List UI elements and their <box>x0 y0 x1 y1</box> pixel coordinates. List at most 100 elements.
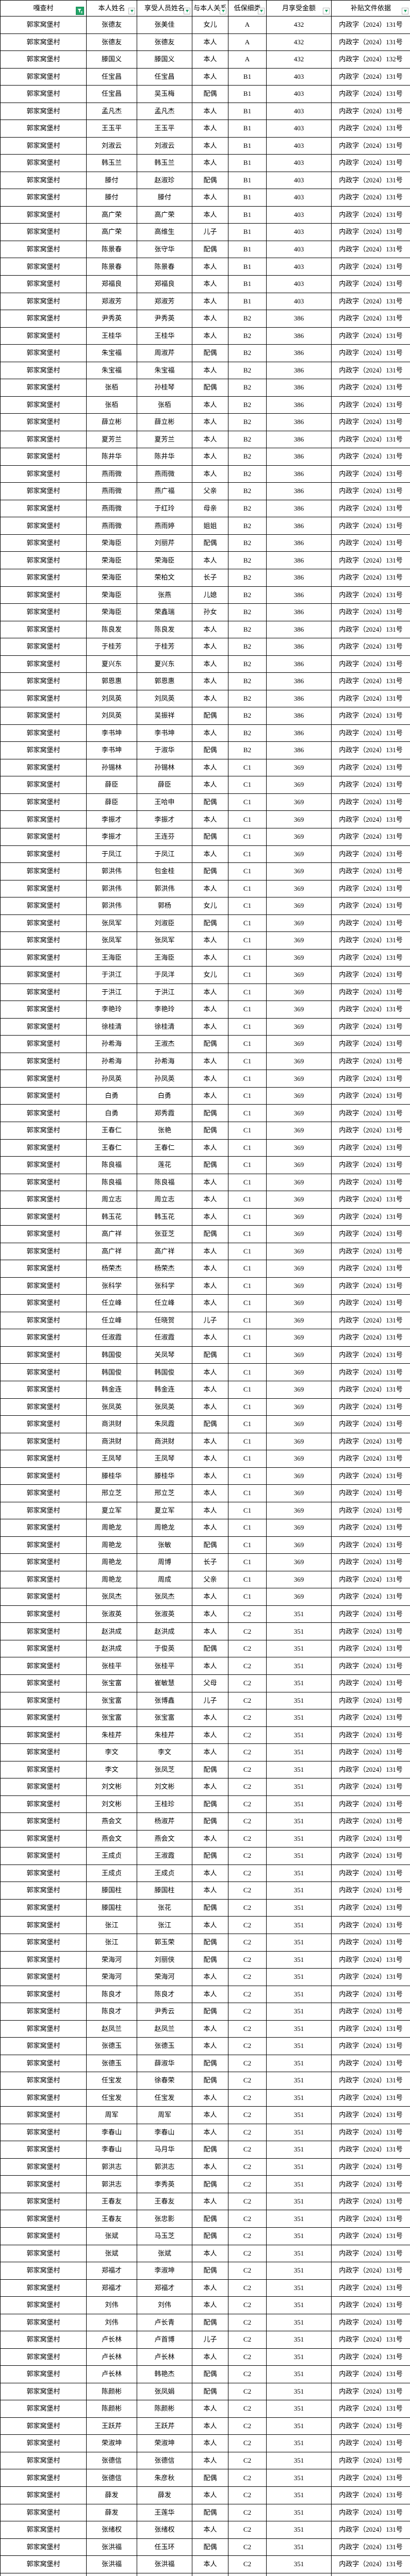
cell-amount[interactable]: 386 <box>266 707 332 725</box>
cell-village[interactable]: 郭家窝堡村 <box>0 776 87 794</box>
cell-document[interactable]: 内政字（2024）131号 <box>331 862 410 880</box>
cell-person-name[interactable]: 孟凡杰 <box>86 102 137 121</box>
cell-beneficiary-name[interactable]: 张德友 <box>137 33 192 52</box>
cell-document[interactable]: 内政字（2024）131号 <box>331 1778 410 1796</box>
cell-document[interactable]: 内政字（2024）131号 <box>331 551 410 569</box>
cell-relation[interactable]: 配偶 <box>192 1225 228 1243</box>
cell-beneficiary-name[interactable]: 刘丽芹 <box>137 534 192 552</box>
cell-relation[interactable]: 本人 <box>192 551 228 569</box>
cell-relation[interactable]: 本人 <box>192 206 228 224</box>
cell-relation[interactable]: 配偶 <box>192 1795 228 1814</box>
cell-amount[interactable]: 369 <box>266 1087 332 1105</box>
cell-person-name[interactable]: 郑福才 <box>86 2262 137 2280</box>
cell-relation[interactable]: 本人 <box>192 2348 228 2366</box>
cell-subsidy-class[interactable]: C1 <box>228 845 267 863</box>
cell-subsidy-class[interactable]: C2 <box>228 2400 267 2418</box>
cell-amount[interactable]: 351 <box>266 2106 332 2124</box>
cell-document[interactable]: 内政字（2024）131号 <box>331 1812 410 1831</box>
cell-person-name[interactable]: 陈景春 <box>86 258 137 276</box>
cell-beneficiary-name[interactable]: 任淑霞 <box>137 1329 192 1347</box>
cell-person-name[interactable]: 孙锡林 <box>86 758 137 777</box>
cell-village[interactable]: 郭家窝堡村 <box>0 2141 87 2159</box>
cell-subsidy-class[interactable]: C2 <box>228 1760 267 1779</box>
cell-relation[interactable]: 本人 <box>192 1052 228 1071</box>
cell-amount[interactable]: 369 <box>266 1346 332 1364</box>
cell-beneficiary-name[interactable]: 李春山 <box>137 2123 192 2142</box>
cell-document[interactable]: 内政字（2024）131号 <box>331 1484 410 1502</box>
cell-document[interactable]: 内政字（2024）131号 <box>331 448 410 466</box>
cell-document[interactable]: 内政字（2024）131号 <box>331 85 410 103</box>
cell-amount[interactable]: 432 <box>266 33 332 52</box>
cell-amount[interactable]: 403 <box>266 206 332 224</box>
cell-subsidy-class[interactable]: C1 <box>228 1432 267 1451</box>
cell-person-name[interactable]: 王春仁 <box>86 1139 137 1157</box>
cell-beneficiary-name[interactable]: 王连芬 <box>137 827 192 846</box>
cell-document[interactable]: 内政字（2024）131号 <box>331 2141 410 2159</box>
cell-relation[interactable]: 本人 <box>192 33 228 52</box>
cell-beneficiary-name[interactable]: 王跃芹 <box>137 2417 192 2435</box>
cell-beneficiary-name[interactable]: 张守华 <box>137 240 192 259</box>
cell-beneficiary-name[interactable]: 张凤娟 <box>137 2382 192 2401</box>
cell-village[interactable]: 郭家窝堡村 <box>0 1380 87 1399</box>
cell-subsidy-class[interactable]: B1 <box>228 258 267 276</box>
cell-document[interactable]: 内政字（2024）131号 <box>331 1916 410 1934</box>
cell-village[interactable]: 郭家窝堡村 <box>0 1070 87 1088</box>
cell-village[interactable]: 郭家窝堡村 <box>0 1052 87 1071</box>
cell-amount[interactable]: 351 <box>266 1743 332 1761</box>
cell-amount[interactable]: 386 <box>266 327 332 345</box>
cell-amount[interactable]: 351 <box>266 2054 332 2073</box>
cell-amount[interactable]: 369 <box>266 1553 332 1571</box>
cell-village[interactable]: 郭家窝堡村 <box>0 2192 87 2211</box>
cell-amount[interactable]: 351 <box>266 2348 332 2366</box>
filter-dropdown-button[interactable] <box>402 8 408 14</box>
cell-amount[interactable]: 351 <box>266 1899 332 1917</box>
cell-village[interactable]: 郭家窝堡村 <box>0 1605 87 1623</box>
cell-subsidy-class[interactable]: C2 <box>228 1691 267 1710</box>
cell-relation[interactable]: 本人 <box>192 1778 228 1796</box>
cell-relation[interactable]: 父亲 <box>192 482 228 500</box>
cell-person-name[interactable]: 张栢 <box>86 396 137 414</box>
cell-subsidy-class[interactable]: C1 <box>228 879 267 898</box>
cell-relation[interactable]: 本人 <box>192 1709 228 1727</box>
cell-subsidy-class[interactable]: C1 <box>228 1363 267 1381</box>
cell-document[interactable]: 内政字（2024）131号 <box>331 1242 410 1261</box>
cell-relation[interactable]: 配偶 <box>192 2227 228 2245</box>
cell-village[interactable]: 郭家窝堡村 <box>0 171 87 190</box>
cell-subsidy-class[interactable]: B2 <box>228 672 267 690</box>
cell-document[interactable]: 内政字（2024）131号 <box>331 1968 410 1986</box>
cell-document[interactable]: 内政字（2024）131号 <box>331 724 410 742</box>
cell-subsidy-class[interactable]: C2 <box>228 1674 267 1692</box>
cell-beneficiary-name[interactable]: 赵凤兰 <box>137 2020 192 2038</box>
cell-relation[interactable]: 本人 <box>192 810 228 828</box>
cell-beneficiary-name[interactable]: 张桂平 <box>137 1657 192 1675</box>
cell-subsidy-class[interactable]: C1 <box>228 1536 267 1554</box>
cell-amount[interactable]: 369 <box>266 1173 332 1192</box>
cell-beneficiary-name[interactable]: 孙桂琴 <box>137 379 192 397</box>
cell-village[interactable]: 郭家窝堡村 <box>0 1467 87 1485</box>
cell-document[interactable]: 内政字（2024）131号 <box>331 120 410 138</box>
cell-amount[interactable]: 369 <box>266 1122 332 1140</box>
cell-village[interactable]: 郭家窝堡村 <box>0 2227 87 2245</box>
cell-amount[interactable]: 386 <box>266 569 332 587</box>
cell-subsidy-class[interactable]: C2 <box>228 1743 267 1761</box>
cell-amount[interactable]: 369 <box>266 810 332 828</box>
cell-subsidy-class[interactable]: B2 <box>228 413 267 431</box>
cell-amount[interactable]: 386 <box>266 741 332 759</box>
cell-document[interactable]: 内政字（2024）131号 <box>331 499 410 518</box>
cell-document[interactable]: 内政字（2024）131号 <box>331 2400 410 2418</box>
cell-relation[interactable]: 配偶 <box>192 85 228 103</box>
cell-person-name[interactable]: 任淑霞 <box>86 1329 137 1347</box>
cell-person-name[interactable]: 燕雨微 <box>86 465 137 483</box>
cell-beneficiary-name[interactable]: 朱彦秋 <box>137 2469 192 2487</box>
cell-village[interactable]: 郭家窝堡村 <box>0 758 87 777</box>
cell-amount[interactable]: 369 <box>266 1311 332 1330</box>
cell-beneficiary-name[interactable]: 荣海河 <box>137 1968 192 1986</box>
cell-subsidy-class[interactable]: C2 <box>228 1899 267 1917</box>
cell-beneficiary-name[interactable]: 莲花 <box>137 1156 192 1174</box>
cell-document[interactable]: 内政字（2024）131号 <box>331 2521 410 2539</box>
cell-village[interactable]: 郭家窝堡村 <box>0 154 87 172</box>
cell-beneficiary-name[interactable]: 高广祥 <box>137 1242 192 1261</box>
cell-amount[interactable]: 369 <box>266 862 332 880</box>
cell-amount[interactable]: 351 <box>266 1657 332 1675</box>
cell-person-name[interactable]: 白勇 <box>86 1087 137 1105</box>
